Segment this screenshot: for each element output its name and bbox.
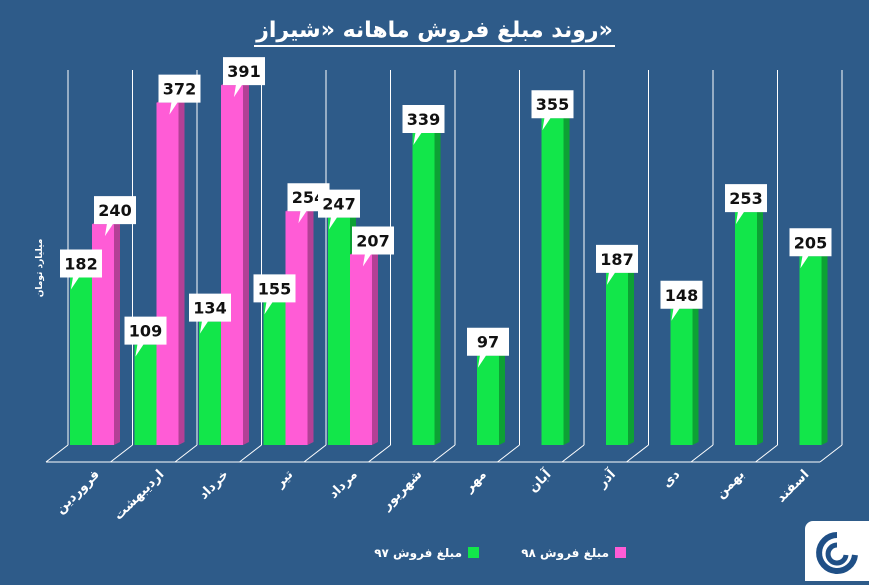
data-label-series-98: 240: [98, 201, 131, 220]
bar-series-97: [328, 217, 350, 445]
data-label-series-97: 134: [193, 299, 226, 318]
bar-series-98: [156, 102, 179, 445]
x-tick-label: خرداد: [196, 467, 232, 503]
data-label-series-97: 339: [407, 110, 440, 129]
bar-series-98: [285, 211, 308, 445]
chart-title: روند مبلغ فروش ماهانه «شیراز»: [0, 18, 869, 47]
data-label-box: [352, 226, 394, 267]
grid-line-floor: [561, 444, 585, 463]
data-label-series-97: 205: [794, 233, 827, 252]
bar-series-97: [412, 132, 435, 445]
x-tick-label: اردیبهشت: [111, 467, 167, 523]
bar-series-97: [670, 308, 693, 445]
data-label-box: [660, 280, 703, 321]
data-label-box: [531, 90, 574, 131]
bar-series-97: [70, 277, 92, 445]
legend-item-98-swatch: [615, 547, 626, 558]
data-label-box: [189, 293, 231, 334]
legend-item-98-label: مبلغ فروش ۹۸: [521, 546, 609, 561]
data-label-box: [253, 274, 296, 315]
x-tick-label: دی: [660, 467, 684, 491]
data-label-series-97: 97: [477, 333, 499, 352]
bar-series-98: [350, 254, 372, 445]
bar-series-97: [134, 344, 157, 445]
data-label-series-97: 155: [258, 279, 291, 298]
grid-line-floor: [497, 444, 520, 463]
grid-line-floor: [239, 444, 262, 463]
data-label-box: [60, 249, 102, 290]
data-label-series-98: 207: [356, 231, 389, 250]
data-label-box: [94, 196, 136, 237]
data-label-series-97: 187: [600, 250, 633, 269]
bar-side-series-97: [692, 305, 699, 445]
data-label-box: [596, 244, 638, 285]
x-tick-label: مرداد: [326, 467, 361, 502]
data-label-box: [124, 316, 167, 357]
bar-series-97: [199, 321, 221, 445]
x-tick-label: آذر: [593, 465, 619, 491]
data-label-box: [223, 57, 265, 98]
bar-side-series-98: [243, 82, 249, 446]
legend-item-97-label: مبلغ فروش ۹۷: [374, 546, 462, 561]
bar-series-97: [606, 272, 628, 445]
bar-series-97: [541, 118, 564, 445]
x-tick-label: آبان: [524, 465, 554, 495]
data-label-series-98: 372: [163, 80, 196, 99]
company-logo-icon: [816, 532, 858, 574]
grid-line-floor: [432, 444, 456, 463]
bar-side-series-97: [757, 209, 763, 445]
bar-series-98: [221, 85, 243, 446]
data-label-box: [158, 74, 201, 115]
grid-line-floor: [303, 444, 327, 463]
chart-title-text: روند مبلغ فروش ماهانه «شیراز»: [254, 18, 615, 47]
data-label-series-98: 254: [292, 188, 325, 207]
grid-line-floor: [755, 444, 778, 463]
bar-side-series-97: [628, 269, 634, 445]
grid-line-floor: [174, 444, 198, 463]
bar-side-series-98: [307, 208, 314, 445]
data-label-series-97: 148: [665, 286, 698, 305]
bar-series-98: [92, 224, 114, 445]
data-label-series-97: 182: [64, 254, 97, 273]
grid-line-floor: [626, 444, 649, 463]
data-label-box: [467, 327, 509, 368]
grid-line-floor: [110, 444, 133, 463]
grid-line-floor: [819, 444, 843, 463]
data-label-box: [789, 228, 832, 269]
bar-side-series-98: [114, 221, 120, 445]
bar-side-series-97: [563, 115, 570, 445]
x-tick-label: فروردین: [53, 467, 103, 517]
bar-series-97: [477, 355, 499, 445]
data-label-series-97: 355: [536, 95, 569, 114]
data-label-series-97: 247: [322, 195, 355, 214]
bar-side-series-98: [372, 251, 378, 445]
x-tick-label: اسفند: [774, 467, 812, 505]
bar-side-series-97: [821, 253, 828, 445]
x-tick-label: بهمن: [713, 467, 748, 502]
grid-line-floor: [690, 444, 714, 463]
grid-line-floor: [368, 444, 391, 463]
bar-series-97: [799, 256, 822, 445]
x-tick-label: مهر: [461, 467, 490, 496]
grid-line-floor: [45, 444, 69, 463]
data-label-series-97: 253: [729, 189, 762, 208]
data-label-box: [402, 104, 445, 145]
x-tick-label: شهریور: [379, 467, 426, 514]
bar-series-97: [735, 212, 757, 445]
x-tick-label: تیر: [272, 467, 296, 491]
logo: [805, 521, 869, 581]
data-label-box: [725, 184, 767, 225]
legend-item-97-swatch: [468, 547, 479, 558]
bar-side-series-98: [178, 99, 185, 445]
bar-side-series-97: [434, 129, 441, 445]
data-label-series-97: 109: [129, 322, 162, 341]
bar-series-97: [263, 302, 286, 445]
data-label-box: [318, 189, 360, 230]
bar-side-series-97: [499, 352, 505, 445]
data-label-series-98: 391: [227, 62, 260, 81]
